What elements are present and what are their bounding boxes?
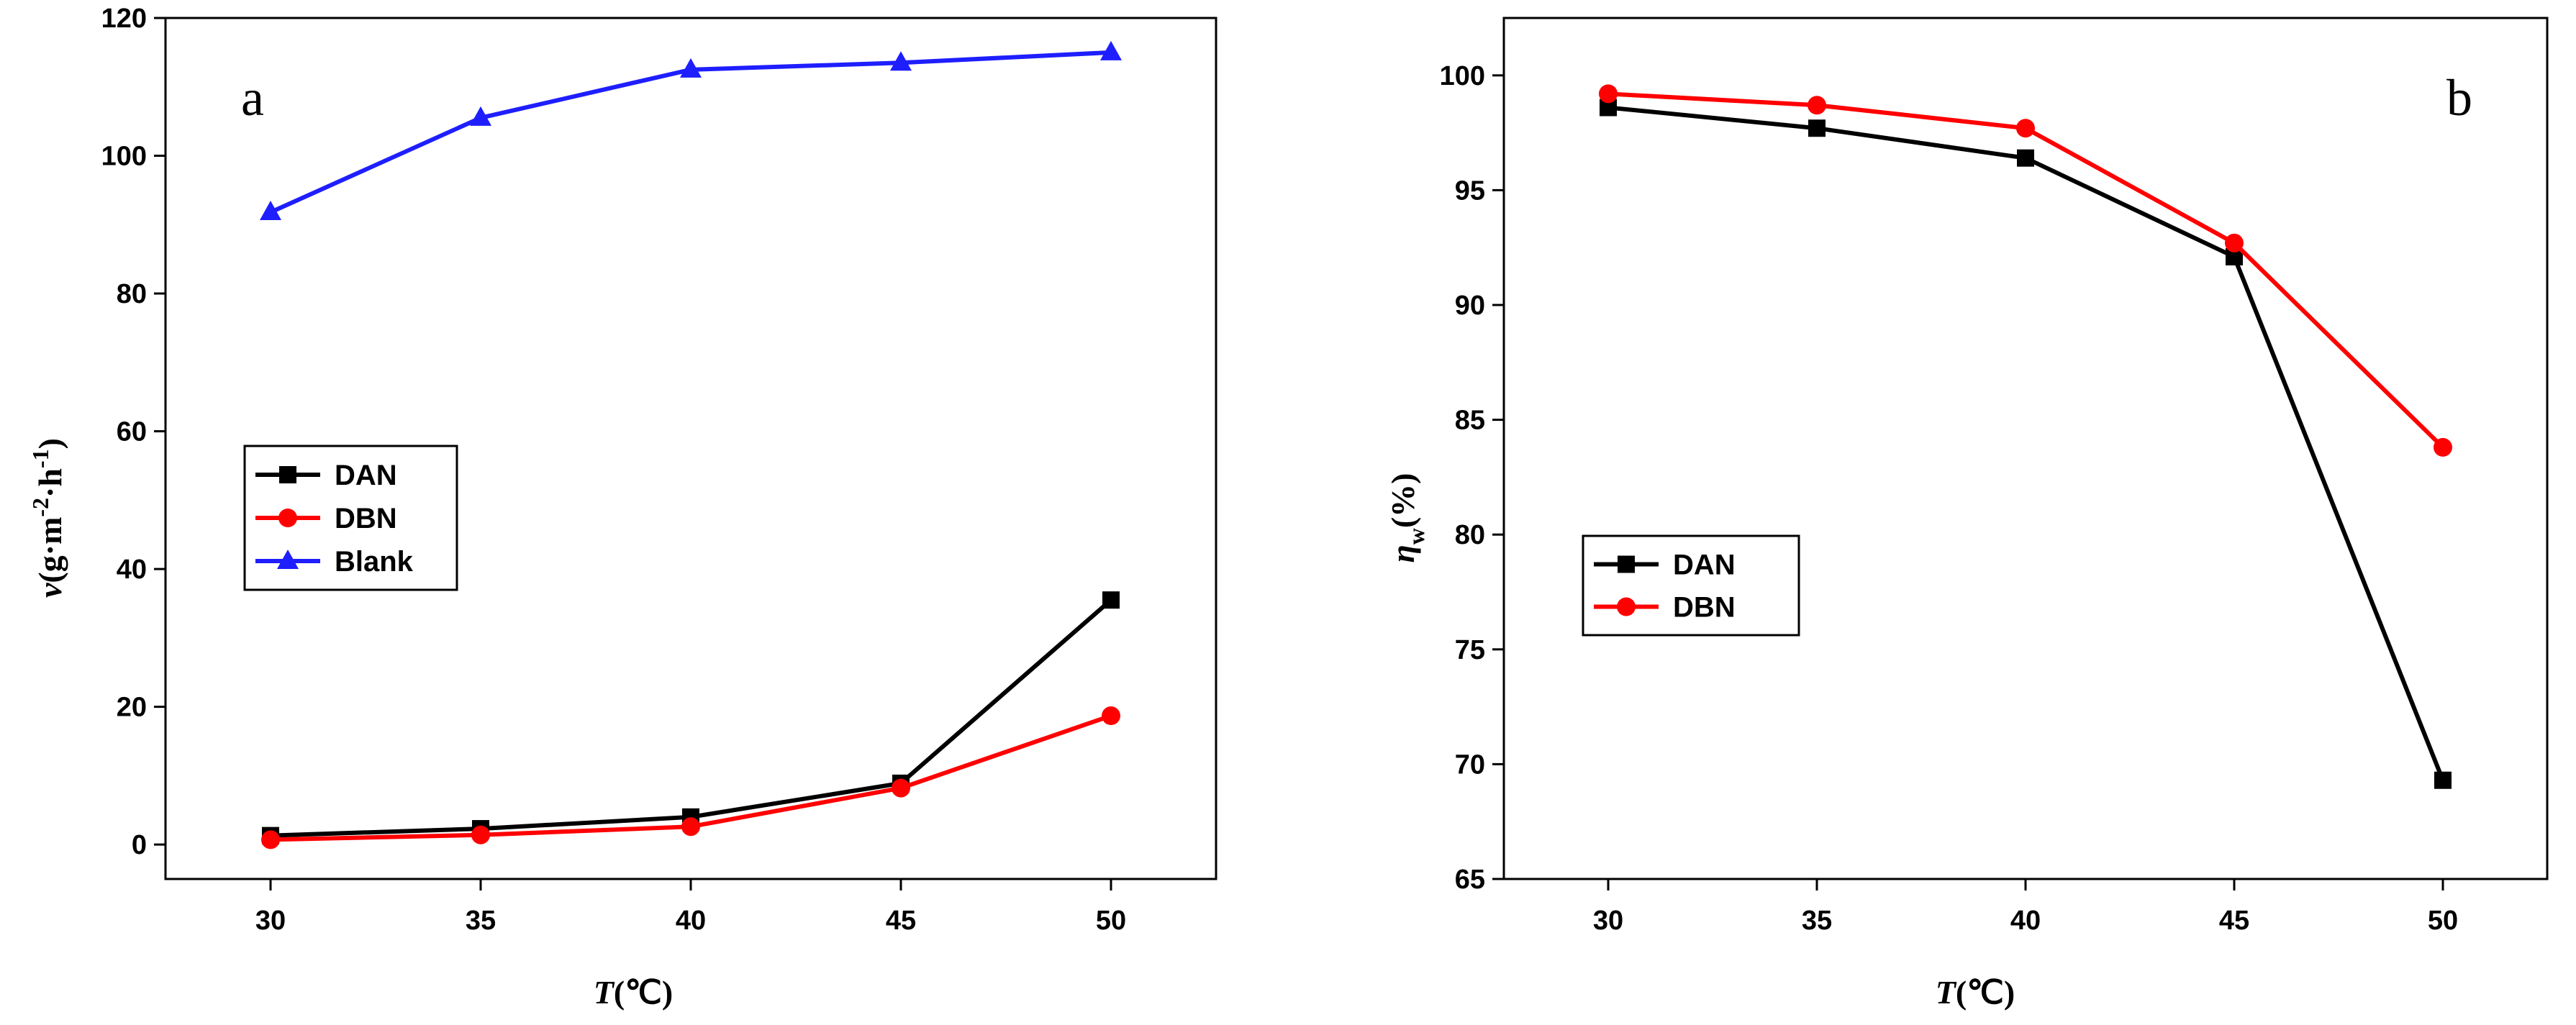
p0-x-tick-label: 35 bbox=[466, 906, 496, 936]
p0-legend-marker-dan bbox=[279, 466, 296, 483]
p0-x-tick-label: 40 bbox=[676, 906, 706, 936]
p1-legend-marker-dan bbox=[1618, 555, 1635, 573]
chart-panel-a: a T(℃) v(g·m-2·h-1) 30 35 40 45 50 0 20 40 60 80 1… bbox=[27, 4, 1217, 1011]
p1-x-tick-label: 40 bbox=[2010, 906, 2041, 936]
y-axis-close-a: ) bbox=[32, 438, 68, 449]
p0-y-tick-label: 20 bbox=[117, 693, 147, 723]
p0-x-tick-label: 45 bbox=[886, 906, 916, 936]
p0-x-tick-label: 30 bbox=[255, 906, 286, 936]
p0-legend-label-blank: Blank bbox=[335, 546, 414, 578]
x-axis-unit-b: (℃) bbox=[1956, 974, 2015, 1011]
p1-y-tick-label: 95 bbox=[1455, 176, 1485, 206]
p0-data-point-dan bbox=[1102, 591, 1120, 609]
chart-panel-b: b T(℃) ηw(%) 30 35 40 45 50 65 70 75 80 85 90 95 100… bbox=[1384, 17, 2549, 1011]
p1-x-tick-label: 50 bbox=[2428, 906, 2458, 936]
p1-data-point-dan bbox=[2434, 771, 2452, 789]
y-axis-title-b: ηw(%) bbox=[1384, 473, 1429, 563]
p0-data-point-dbn bbox=[471, 825, 490, 844]
p0-data-point-blank bbox=[890, 51, 912, 71]
p1-data-point-dbn bbox=[2434, 437, 2452, 457]
p0-data-point-blank bbox=[1100, 40, 1122, 60]
p0-data-point-dbn bbox=[681, 817, 700, 837]
x-axis-title-b: T(℃) bbox=[1936, 974, 2015, 1011]
y-axis-unit-b: (%) bbox=[1384, 473, 1421, 529]
p0-y-tick-label: 100 bbox=[101, 142, 147, 172]
p0-y-tick-label: 80 bbox=[117, 279, 147, 309]
y-axis-sub-b: w bbox=[1403, 528, 1429, 545]
panel-label-b: b bbox=[2446, 69, 2472, 127]
p1-y-tick-label: 90 bbox=[1455, 291, 1485, 321]
p0-data-point-blank bbox=[470, 106, 491, 126]
p1-y-tick-label: 65 bbox=[1455, 865, 1485, 895]
panel-label-a: a bbox=[241, 69, 264, 127]
y-axis-mid-a: ·h bbox=[32, 468, 68, 498]
p0-legend-label-dan: DAN bbox=[335, 460, 397, 491]
y-axis-exp2-a: -1 bbox=[27, 449, 53, 468]
p1-data-point-dbn bbox=[1808, 96, 1826, 115]
p1-y-tick-label: 100 bbox=[1440, 61, 1485, 91]
p1-plot-frame bbox=[1502, 17, 2549, 880]
p0-data-point-dbn bbox=[261, 830, 280, 849]
x-axis-symbol-b: T bbox=[1936, 974, 1957, 1011]
p1-data-point-dbn bbox=[2016, 119, 2035, 138]
y-axis-exp1-a: -2 bbox=[27, 498, 53, 517]
p1-legend-box bbox=[1582, 534, 1800, 637]
p1-legend-label-dbn: DBN bbox=[1673, 592, 1736, 624]
y-axis-unit-a: (g·m bbox=[32, 517, 68, 583]
p1-y-tick-label: 80 bbox=[1455, 520, 1485, 550]
p0-legend-marker-dbn bbox=[278, 509, 297, 527]
p0-y-tick-label: 60 bbox=[117, 417, 147, 447]
p1-data-point-dbn bbox=[2225, 233, 2244, 252]
p1-x-tick-label: 45 bbox=[2219, 906, 2249, 936]
y-axis-title-a: v(g·m-2·h-1) bbox=[27, 438, 68, 598]
p0-legend-marker-blank bbox=[277, 550, 299, 569]
p0-y-tick-label: 40 bbox=[117, 555, 147, 585]
p1-y-tick-label: 70 bbox=[1455, 750, 1485, 780]
p1-data-point-dan bbox=[2017, 149, 2034, 167]
p1-data-point-dbn bbox=[1599, 84, 1618, 104]
x-axis-unit-a: (℃) bbox=[614, 974, 673, 1011]
y-axis-symbol-a: v bbox=[32, 583, 68, 598]
y-axis-symbol-b: η bbox=[1384, 545, 1421, 562]
p1-series-line-dbn bbox=[1607, 91, 2445, 450]
p0-y-tick-label: 0 bbox=[132, 830, 147, 860]
p1-series-line-dan bbox=[1607, 105, 2445, 781]
p0-data-point-blank bbox=[260, 201, 281, 221]
p1-y-tick-label: 85 bbox=[1455, 406, 1485, 436]
p0-x-tick-label: 50 bbox=[1096, 906, 1126, 936]
p0-data-point-dbn bbox=[892, 778, 910, 798]
p1-x-tick-label: 35 bbox=[1802, 906, 1832, 936]
p1-x-tick-label: 30 bbox=[1593, 906, 1623, 936]
p0-y-tick-label: 120 bbox=[101, 4, 147, 34]
p0-series-line-dan bbox=[270, 598, 1112, 838]
p1-legend-marker-dbn bbox=[1617, 597, 1636, 616]
p1-legend-label-dan: DAN bbox=[1673, 550, 1736, 581]
x-axis-title-a: T(℃) bbox=[594, 974, 673, 1011]
p0-data-point-blank bbox=[680, 58, 702, 78]
x-axis-symbol-a: T bbox=[594, 974, 615, 1011]
p1-data-point-dan bbox=[1808, 119, 1826, 137]
p0-legend-label-dbn: DBN bbox=[335, 503, 397, 534]
p1-y-tick-label: 75 bbox=[1455, 635, 1485, 665]
p0-data-point-dbn bbox=[1102, 706, 1120, 726]
